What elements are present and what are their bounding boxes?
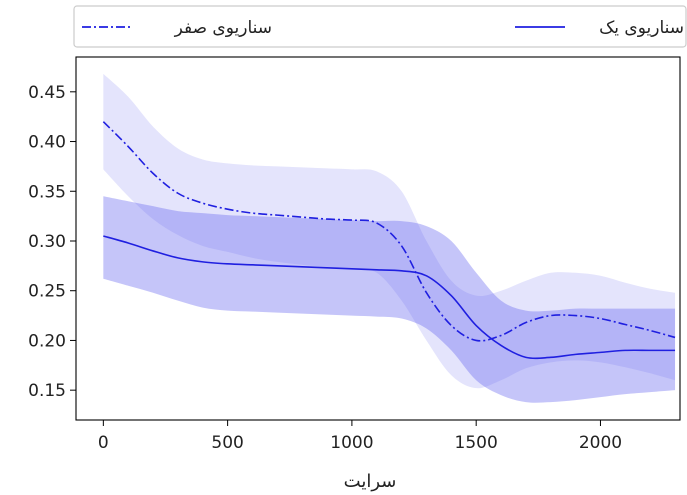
- x-tick-label: 2000: [579, 433, 622, 453]
- y-tick-label: 0.25: [28, 282, 66, 302]
- y-tick-label: 0.15: [28, 381, 66, 401]
- y-tick-label: 0.20: [28, 331, 66, 351]
- x-tick-label: 1000: [330, 433, 373, 453]
- plot-area: [102, 73, 676, 403]
- x-tick-label: 0: [98, 433, 109, 453]
- y-tick-label: 0.30: [28, 232, 66, 252]
- legend-frame: [73, 5, 687, 48]
- x-tick-label: 1500: [455, 433, 498, 453]
- legend-label-series-0: سناریوی یک: [599, 18, 684, 38]
- axes-frame: [75, 56, 681, 421]
- legend: سناریوی یک سناریوی صفر: [73, 5, 687, 48]
- y-tick-label: 0.35: [28, 182, 66, 202]
- confidence-band-series-0: [103, 196, 676, 403]
- legend-label-series-1: سناریوی صفر: [174, 18, 272, 38]
- axes: 0 500 1000 1500 2000 0.15 0.20 0.25 0.30 0.35 0.40…: [28, 56, 681, 453]
- y-tick-label: 0.40: [28, 133, 66, 153]
- confidence-band-series-1: [103, 73, 676, 389]
- x-axis-title: سرایت: [344, 471, 397, 492]
- y-tick-label: 0.45: [28, 83, 66, 103]
- x-tick-label: 500: [211, 433, 243, 453]
- series-line-0: [103, 235, 676, 360]
